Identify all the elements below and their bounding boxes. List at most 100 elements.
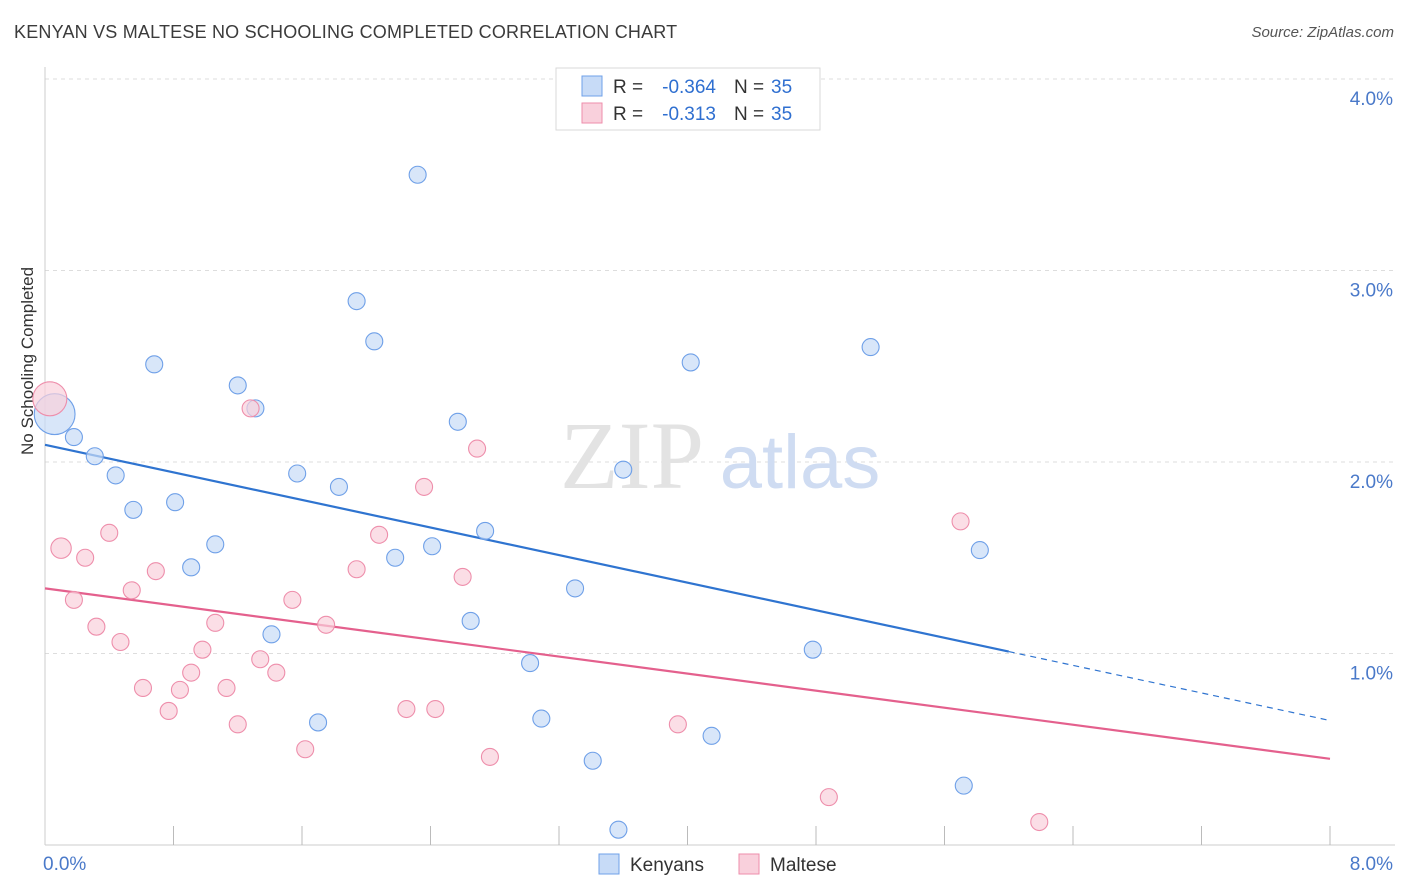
kenyans-point bbox=[85, 447, 104, 466]
maltese-point bbox=[1030, 812, 1049, 832]
x-tick-label: 0.0% bbox=[43, 854, 86, 875]
r-label: R = bbox=[613, 77, 643, 98]
kenyans-point bbox=[970, 541, 989, 560]
y-tick-label: 4.0% bbox=[1350, 89, 1393, 110]
y-tick-label: 2.0% bbox=[1350, 472, 1393, 493]
n-value: 35 bbox=[771, 104, 792, 125]
kenyans-point bbox=[365, 332, 384, 351]
trend-lines bbox=[44, 443, 1331, 760]
r-label: R = bbox=[613, 104, 643, 125]
kenyans-point bbox=[145, 355, 164, 374]
r-value: -0.364 bbox=[662, 77, 716, 98]
maltese-point bbox=[468, 439, 487, 458]
kenyans-point bbox=[386, 548, 405, 567]
kenyans-point bbox=[166, 493, 185, 512]
n-label: N = bbox=[734, 104, 764, 125]
maltese-point bbox=[87, 617, 106, 636]
kenyans-point bbox=[262, 625, 281, 644]
maltese-point bbox=[415, 477, 434, 496]
maltese-point bbox=[32, 381, 68, 417]
maltese-point bbox=[50, 537, 72, 559]
kenyans-point bbox=[803, 640, 822, 659]
kenyans-point bbox=[583, 751, 602, 770]
maltese-point bbox=[159, 701, 178, 721]
maltese-point bbox=[347, 560, 366, 579]
maltese-point bbox=[111, 632, 130, 652]
maltese-point bbox=[370, 525, 389, 544]
maltese-point bbox=[100, 523, 119, 542]
kenyans-point bbox=[423, 537, 442, 556]
kenyans-point bbox=[954, 776, 973, 795]
kenyans-point bbox=[124, 500, 143, 519]
kenyans-point bbox=[476, 521, 495, 540]
maltese-point bbox=[453, 567, 472, 586]
maltese-point bbox=[64, 590, 83, 609]
maltese-point bbox=[76, 548, 95, 567]
maltese-point bbox=[133, 678, 153, 698]
kenyans-point bbox=[861, 338, 880, 357]
maltese-point bbox=[267, 663, 286, 682]
watermark-zip: ZIP bbox=[560, 402, 704, 509]
maltese-point bbox=[480, 747, 499, 766]
y-tick-label: 3.0% bbox=[1350, 281, 1393, 302]
maltese-point bbox=[951, 512, 970, 531]
kenyans-point bbox=[309, 713, 328, 732]
maltese-trend-line bbox=[44, 587, 1331, 760]
maltese-legend-label: Maltese bbox=[770, 855, 837, 876]
maltese-legend-swatch bbox=[581, 102, 603, 124]
maltese-point bbox=[241, 399, 260, 418]
maltese-point bbox=[283, 590, 302, 609]
kenyans-point bbox=[347, 292, 366, 311]
maltese-point bbox=[317, 615, 336, 634]
kenyans-point bbox=[702, 726, 721, 745]
maltese-point bbox=[251, 650, 270, 669]
grid-lines bbox=[45, 78, 1395, 654]
kenyans-trend-line bbox=[44, 443, 1009, 653]
source-label: Source: ZipAtlas.com bbox=[1251, 24, 1394, 41]
maltese-point bbox=[426, 699, 445, 719]
kenyans-point bbox=[461, 611, 480, 630]
kenyans-point bbox=[182, 558, 201, 577]
kenyans-point bbox=[206, 535, 225, 554]
y-tick-label: 1.0% bbox=[1350, 664, 1393, 685]
stats-legend: R = -0.364 N = 35 R = -0.313 N = 35 bbox=[555, 67, 821, 131]
maltese-point bbox=[217, 678, 236, 698]
maltese-legend-swatch bbox=[738, 853, 760, 875]
kenyans-point bbox=[614, 460, 633, 479]
series-legend: Kenyans Maltese bbox=[598, 853, 837, 876]
kenyans-point bbox=[609, 820, 628, 839]
kenyans-point bbox=[106, 466, 125, 485]
axes bbox=[44, 67, 1395, 846]
maltese-point bbox=[206, 613, 225, 632]
maltese-point bbox=[170, 680, 189, 699]
kenyans-legend-swatch bbox=[581, 75, 603, 97]
n-label: N = bbox=[734, 77, 764, 98]
chart-title: KENYAN VS MALTESE NO SCHOOLING COMPLETED… bbox=[14, 22, 678, 42]
maltese-point bbox=[296, 740, 315, 759]
kenyans-legend-swatch bbox=[598, 853, 620, 875]
maltese-point bbox=[182, 663, 201, 682]
maltese-point bbox=[122, 581, 141, 600]
kenyans-point bbox=[288, 464, 307, 483]
data-points bbox=[32, 165, 1049, 839]
kenyans-legend-label: Kenyans bbox=[630, 855, 704, 876]
maltese-point bbox=[819, 788, 838, 807]
maltese-point bbox=[146, 562, 165, 581]
tick-labels: 1.0% 2.0% 3.0% 4.0% 0.0% 8.0% bbox=[43, 89, 1393, 875]
maltese-point bbox=[397, 699, 416, 719]
watermark-atlas: atlas bbox=[720, 420, 881, 505]
kenyans-point bbox=[681, 353, 700, 372]
n-value: 35 bbox=[771, 77, 792, 98]
kenyans-point bbox=[64, 428, 83, 447]
kenyans-point bbox=[448, 412, 467, 431]
x-tick-label: 8.0% bbox=[1350, 854, 1393, 875]
kenyans-point bbox=[521, 654, 540, 673]
kenyans-point bbox=[566, 579, 585, 598]
r-value: -0.313 bbox=[662, 104, 716, 125]
maltese-point bbox=[193, 640, 212, 659]
kenyans-trend-extension bbox=[1008, 650, 1331, 722]
kenyans-point bbox=[228, 376, 247, 395]
maltese-point bbox=[228, 715, 247, 734]
kenyans-point bbox=[329, 477, 348, 496]
